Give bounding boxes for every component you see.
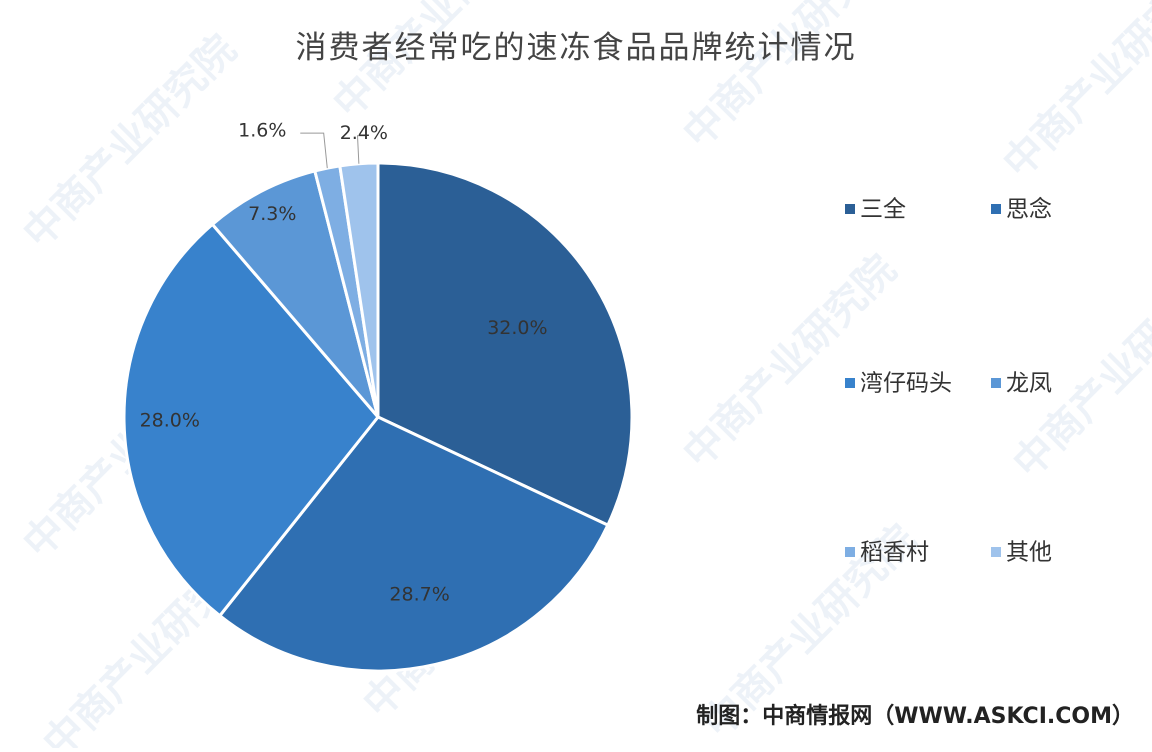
data-label: 32.0% xyxy=(487,317,547,339)
chart-title: 消费者经常吃的速冻食品品牌统计情况 xyxy=(295,30,857,66)
legend-swatch xyxy=(991,547,1001,557)
pie-slice-3 xyxy=(122,222,380,618)
data-label: 7.3% xyxy=(248,203,296,225)
legend-label: 龙凤 xyxy=(1006,371,1052,397)
pie-slice-4 xyxy=(210,169,380,418)
legend-label: 其他 xyxy=(1006,540,1052,566)
legend-label: 湾仔码头 xyxy=(860,371,952,397)
data-labels: 32.0% 28.7% 28.0% 7.3% 1.6% 2.4% xyxy=(140,120,548,606)
pie-slice-2 xyxy=(217,415,610,673)
source-note: 制图：中商情报网（WWW.ASKCI.COM） xyxy=(696,704,1134,729)
data-label: 1.6% xyxy=(238,120,286,142)
data-label: 28.0% xyxy=(140,409,200,431)
data-label: 28.7% xyxy=(389,584,449,606)
legend-label: 稻香村 xyxy=(860,540,929,566)
legend-swatch xyxy=(845,547,855,557)
legend-swatch xyxy=(845,378,855,388)
watermark-text: 中商产业研究院 xyxy=(675,247,906,478)
data-label: 2.4% xyxy=(340,122,388,144)
legend-swatch xyxy=(845,204,855,214)
leader-line xyxy=(300,132,328,169)
legend-swatch xyxy=(991,378,1001,388)
legend-label: 思念 xyxy=(1006,197,1052,223)
legend-label: 三全 xyxy=(860,197,906,223)
leader-lines xyxy=(300,132,366,169)
pie-slices xyxy=(122,161,634,673)
leader-line xyxy=(356,135,366,164)
legend-swatch xyxy=(991,204,1001,214)
pie-slice-1 xyxy=(376,161,634,528)
